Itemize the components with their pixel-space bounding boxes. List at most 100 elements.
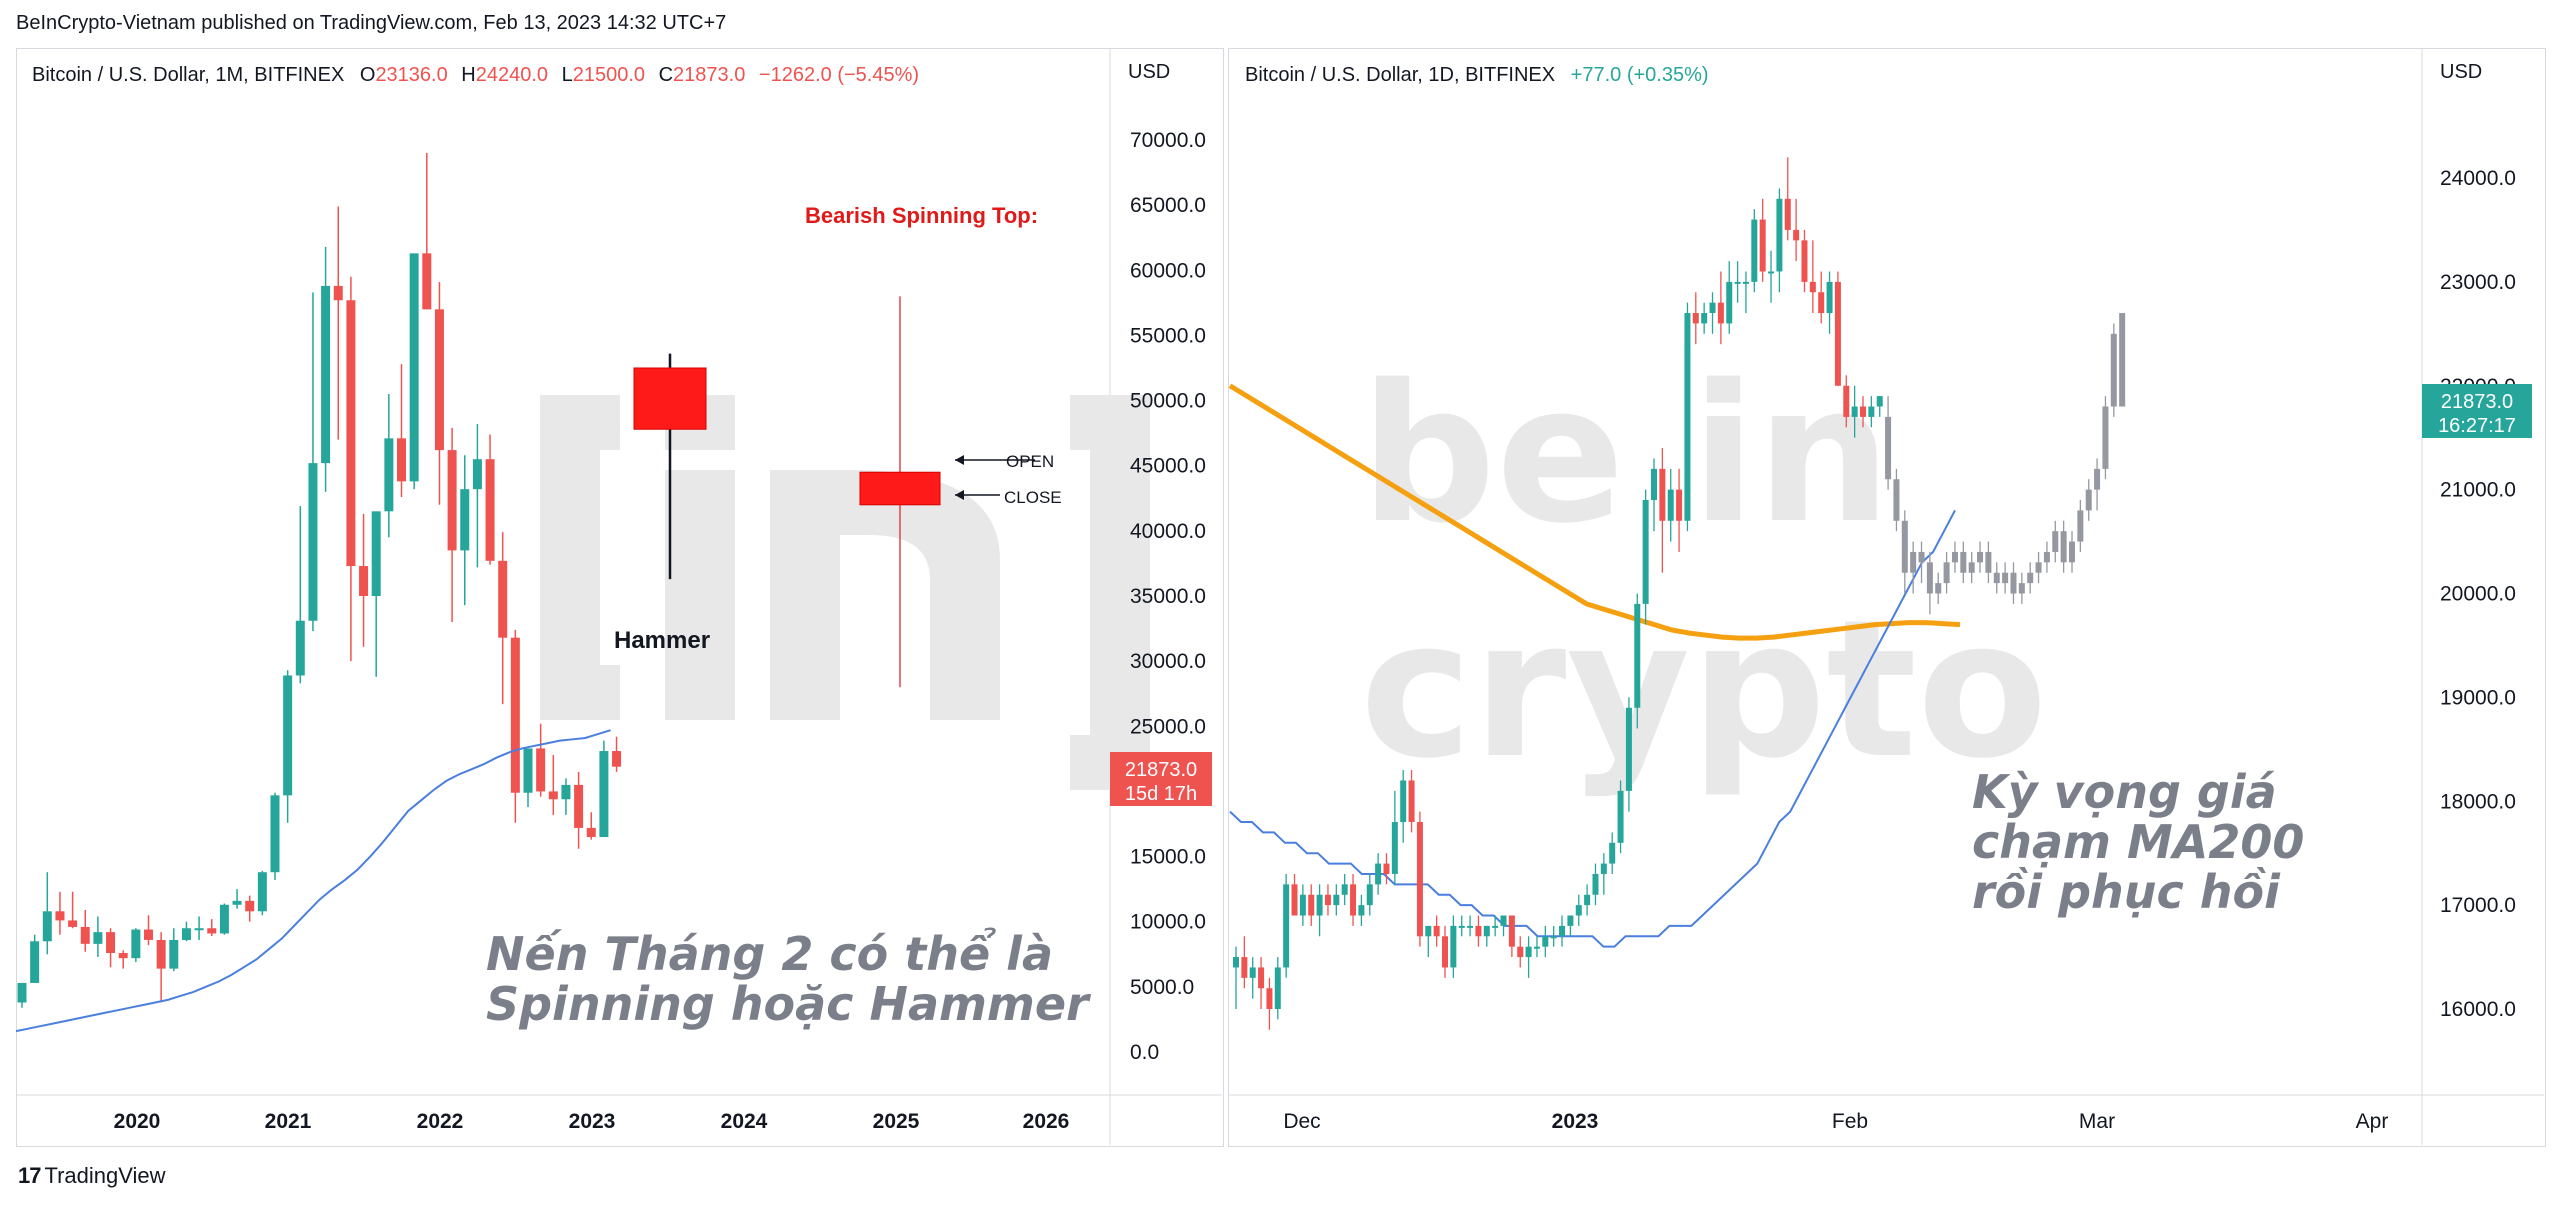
right-annotation-line1: Kỳ vọng giá [1972, 765, 2277, 819]
left-candle-body [397, 438, 406, 482]
left-candle-body [561, 784, 571, 800]
hammer-body [633, 367, 707, 430]
tradingview-logo[interactable]: 17 TradingView [18, 1163, 166, 1189]
left-time-axis[interactable]: 2020 2021 2022 2023 2024 2025 2026 [114, 1110, 1070, 1133]
right-candle-body [1341, 884, 1348, 895]
right-candle-body [1625, 707, 1632, 791]
open-label: OPEN [1006, 452, 1054, 471]
projection-candle-body [1926, 562, 1933, 594]
bearish-spinning-top-label: Bearish Spinning Top: [805, 203, 1038, 228]
left-candle-body [548, 791, 558, 800]
left-legend: Bitcoin / U.S. Dollar, 1M, BITFINEX O231… [32, 64, 919, 87]
left-candle-body [55, 911, 65, 921]
right-candle-body [1508, 915, 1515, 947]
left-currency-label: USD [1128, 61, 1170, 83]
right-pane[interactable] [1228, 48, 2546, 1147]
left-candle-body [574, 784, 584, 828]
right-candle-body [1274, 967, 1281, 1009]
right-legend: Bitcoin / U.S. Dollar, 1D, BITFINEX +77.… [1245, 64, 1709, 87]
right-candle-body [1391, 822, 1398, 874]
left-candle-body [131, 929, 141, 959]
right-candle-body [1784, 198, 1791, 230]
left-y-tick: 0.0 [1130, 1041, 1159, 1064]
left-candle-body [447, 450, 457, 551]
right-price-axis[interactable]: 24000.023000.022000.021000.020000.019000… [2440, 167, 2516, 1021]
left-y-tick: 40000.0 [1130, 520, 1206, 543]
right-time-axis[interactable]: Dec 2023 Feb Mar Apr [1283, 1110, 2388, 1133]
right-candle-body [1416, 822, 1423, 937]
right-candle-body [1400, 780, 1407, 823]
right-candle-body [1843, 385, 1850, 417]
right-candle-body [1876, 396, 1883, 407]
left-price-axis[interactable]: 70000.0 65000.0 60000.0 55000.0 50000.0 45000… [1130, 129, 1206, 1064]
projection-candle-body [2077, 510, 2084, 542]
right-candle-body [1333, 894, 1340, 906]
right-candle-body [1550, 936, 1557, 939]
right-candle-body [1467, 925, 1474, 928]
right-candles [1233, 157, 1883, 1030]
left-candle-body [371, 511, 381, 596]
right-candle-body [1600, 863, 1607, 874]
right-candle-body [1726, 281, 1733, 324]
left-countdown-tag: 15d 17h [1125, 783, 1197, 805]
left-candle-body [270, 795, 280, 873]
right-candle-body [1860, 406, 1866, 417]
right-price-tag: 21873.0 16:27:17 [2422, 384, 2532, 438]
left-candle-body [30, 941, 40, 983]
right-candle-body [1584, 894, 1591, 906]
left-symbol: Bitcoin / U.S. Dollar, 1M, BITFINEX [32, 64, 345, 86]
right-ma-path [1229, 509, 1956, 948]
left-x-tick: 2024 [721, 1110, 768, 1133]
left-annotation-line2: Spinning hoặc Hammer [486, 977, 1092, 1031]
left-candle-body [17, 982, 27, 1003]
left-pane[interactable] [16, 48, 1224, 1147]
right-candle-body [1692, 313, 1699, 324]
right-candle-body [1442, 936, 1448, 968]
left-change: −1262.0 (−5.45%) [758, 64, 920, 86]
right-candle-body [1483, 925, 1490, 937]
left-candle-body [118, 952, 128, 959]
left-candle-body [346, 300, 356, 567]
close-arrow [955, 490, 1000, 500]
left-candle-body [207, 928, 217, 934]
hammer-label: Hammer [614, 627, 710, 654]
right-y-tick: 17000.0 [2440, 894, 2516, 917]
left-candle-body [321, 285, 331, 464]
left-candle-body [460, 489, 470, 551]
right-candle-body [1567, 915, 1574, 926]
left-ma-path [15, 729, 611, 1033]
left-candle-body [219, 904, 229, 934]
left-candle-body [194, 928, 204, 931]
h-value: 24240.0 [475, 64, 549, 86]
projection-candle-body [2027, 572, 2034, 584]
right-candle-body [1383, 863, 1390, 874]
left-candle-body [472, 459, 482, 490]
right-candle-body [1283, 884, 1290, 968]
projection-candle-body [2002, 572, 2009, 584]
left-y-tick: 5000.0 [1130, 976, 1194, 999]
left-candle-body [333, 285, 343, 301]
o-value: 23136.0 [375, 64, 448, 86]
right-candle-body [1500, 915, 1507, 926]
projection-candle-body [2043, 551, 2050, 563]
right-candle-body [1759, 219, 1766, 272]
right-candle-body [1592, 873, 1599, 895]
right-candle-body [1475, 925, 1482, 937]
published-caption: BeInCrypto-Vietnam published on TradingV… [16, 12, 727, 34]
projection-candle-body [1893, 479, 1900, 521]
right-candle-body [1834, 281, 1841, 386]
right-candle-body [1809, 281, 1816, 293]
projection-candle-body [2110, 333, 2117, 407]
right-ma-line [1229, 509, 1956, 948]
right-candle-body [1751, 219, 1758, 282]
projection-candle-body [2085, 489, 2092, 511]
projection-candle-body [2119, 313, 2126, 407]
left-y-tick: 70000.0 [1130, 129, 1206, 152]
right-y-tick: 18000.0 [2440, 790, 2516, 813]
right-candle-body [1826, 281, 1833, 314]
left-candle-body [498, 560, 508, 638]
right-candle-body [1709, 302, 1716, 314]
right-ma200-path [1228, 383, 1961, 641]
right-y-tick: 23000.0 [2440, 271, 2516, 294]
left-ma-line [15, 729, 611, 1033]
